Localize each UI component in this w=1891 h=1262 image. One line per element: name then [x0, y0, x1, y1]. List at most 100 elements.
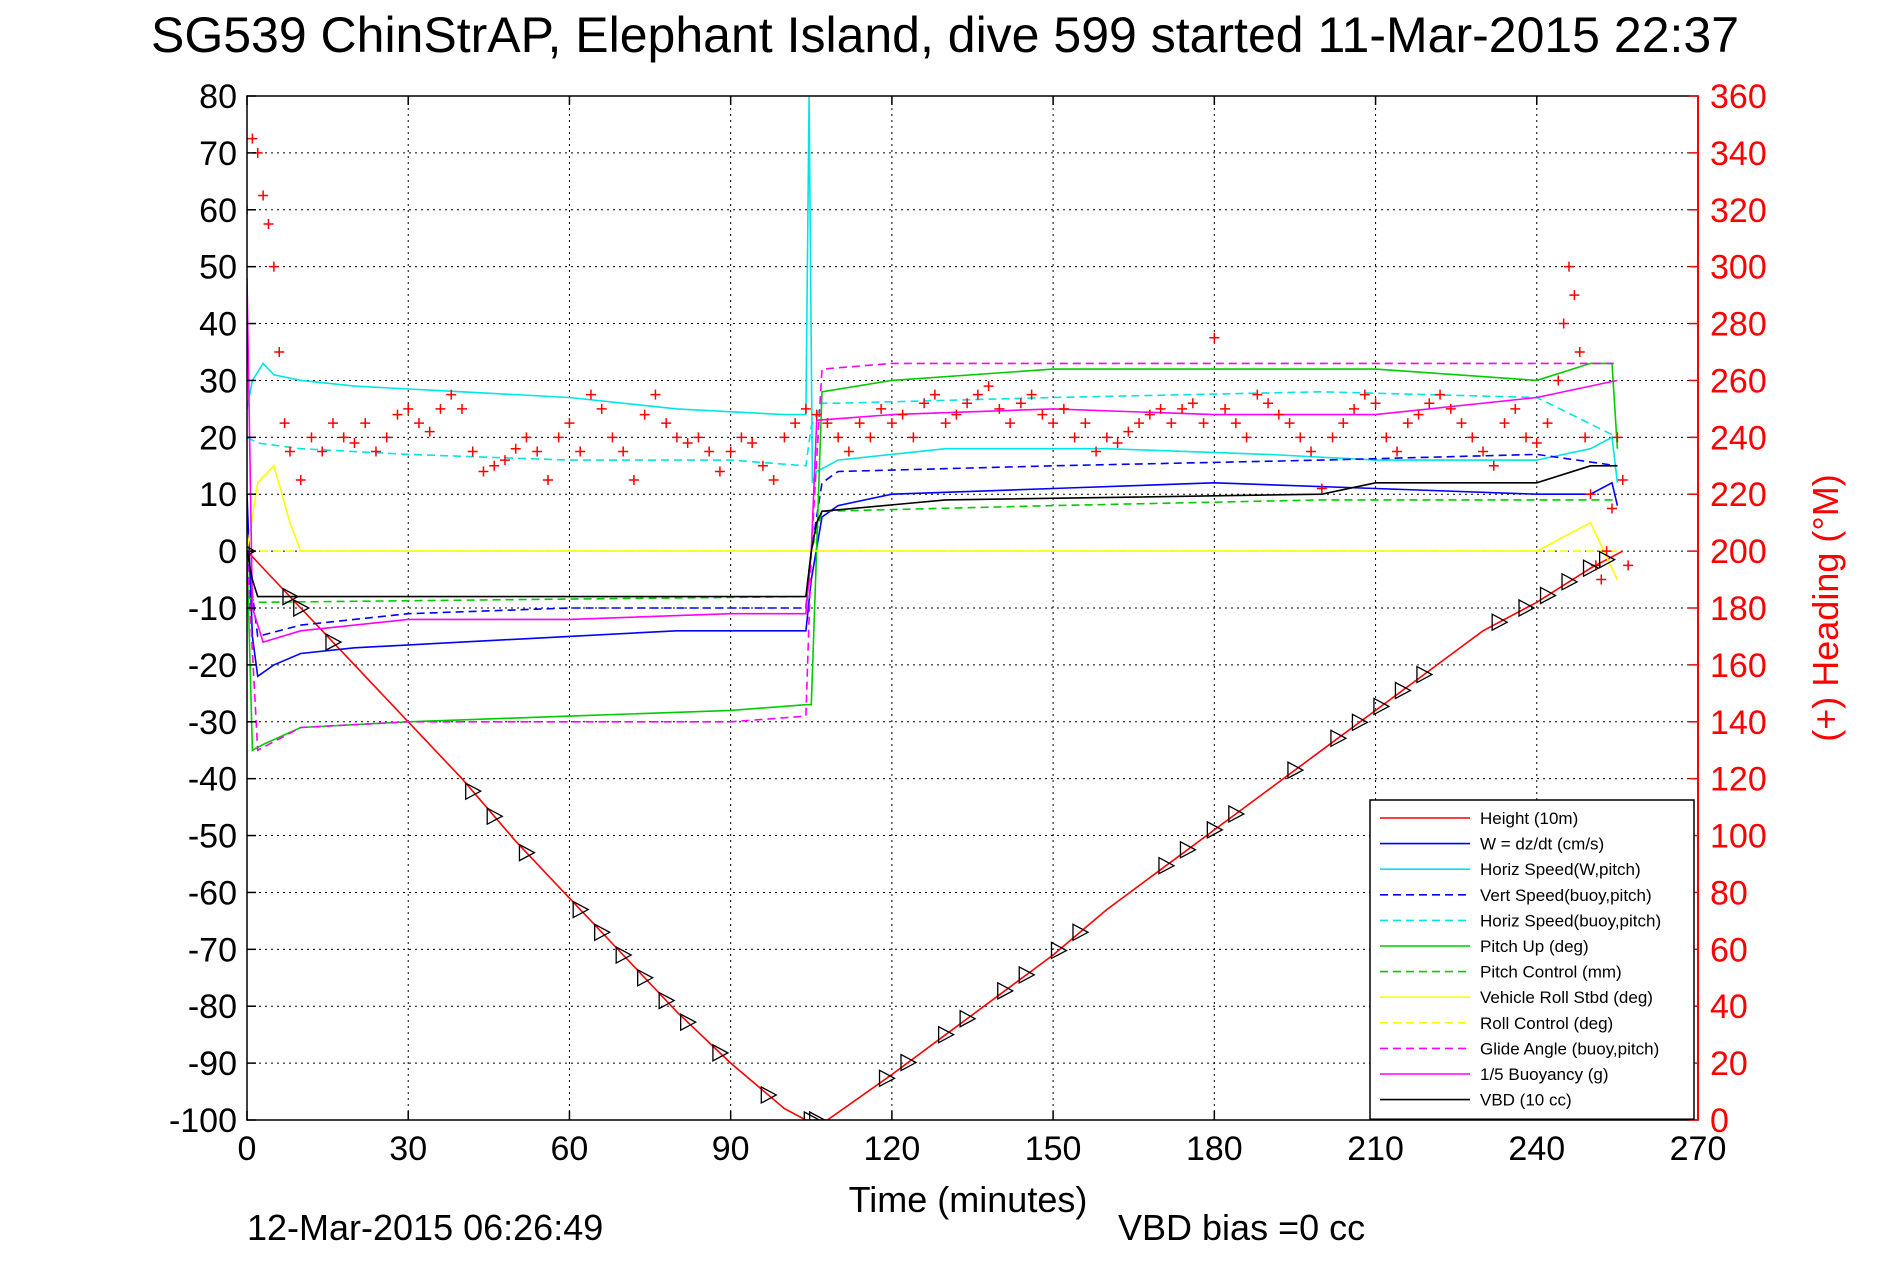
- heading-point: [757, 460, 768, 471]
- x-tick-label: 30: [389, 1130, 427, 1168]
- vbd-marker: [293, 598, 311, 618]
- heading-point: [295, 475, 306, 485]
- heading-point: [1580, 432, 1591, 443]
- y-tick-label: 60: [199, 192, 237, 230]
- heading-point: [279, 418, 290, 429]
- heading-point: [779, 432, 790, 443]
- heading-point: [247, 133, 258, 144]
- heading-point: [596, 403, 607, 414]
- legend-label: Horiz Speed(W,pitch): [1480, 860, 1641, 879]
- heading-point: [263, 219, 274, 229]
- y2-tick-label: 80: [1710, 874, 1748, 912]
- series-layer: [247, 96, 1624, 1120]
- vbd-marker: [572, 900, 590, 919]
- heading-point: [972, 389, 983, 400]
- heading-point: [876, 403, 887, 414]
- heading-point: [435, 403, 446, 414]
- legend-label: VBD (10 cc): [1480, 1091, 1572, 1110]
- heading-point: [1263, 398, 1274, 409]
- heading-point: [1005, 418, 1016, 429]
- footer-vbd-bias: VBD bias =0 cc: [1118, 1207, 1365, 1248]
- footer-timestamp: 12-Mar-2015 06:26:49: [247, 1207, 603, 1248]
- y2-tick-label: 220: [1710, 476, 1767, 514]
- series-line-3: [247, 453, 1618, 638]
- heading-point: [607, 432, 618, 443]
- y-tick-label: -40: [188, 761, 237, 799]
- heading-point: [1612, 432, 1623, 443]
- heading-point: [1026, 389, 1037, 400]
- y-tick-label: -60: [188, 874, 237, 912]
- y-tick-label: -10: [188, 590, 237, 628]
- vbd-marker: [1050, 941, 1068, 960]
- vbd-marker: [997, 981, 1015, 1000]
- heading-point: [1585, 489, 1596, 500]
- heading-point: [1327, 432, 1338, 443]
- heading-point: [1569, 290, 1580, 301]
- y-tick-label: 20: [199, 419, 237, 457]
- vbd-marker: [900, 1053, 918, 1072]
- heading-point: [1531, 438, 1542, 449]
- heading-point: [467, 446, 478, 457]
- x-tick-label: 0: [238, 1130, 257, 1168]
- y2-tick-label: 0: [1710, 1102, 1729, 1140]
- heading-point: [1220, 403, 1231, 414]
- heading-point: [790, 418, 801, 429]
- vbd-marker: [615, 945, 633, 965]
- y2-tick-label: 280: [1710, 306, 1767, 344]
- heading-point: [929, 389, 940, 400]
- legend-label: Glide Angle (buoy,pitch): [1480, 1039, 1659, 1058]
- vbd-marker: [637, 968, 655, 987]
- vbd-marker: [680, 1013, 698, 1032]
- heading-point: [833, 432, 844, 443]
- heading-point: [800, 403, 811, 414]
- heading-point: [1241, 432, 1252, 443]
- y-tick-label: -50: [188, 818, 237, 856]
- y2-tick-label: 200: [1710, 533, 1767, 571]
- heading-point: [284, 446, 295, 457]
- legend-label: Vert Speed(buoy,pitch): [1480, 886, 1652, 905]
- legend-label: Vehicle Roll Stbd (deg): [1480, 988, 1653, 1007]
- heading-point: [854, 418, 865, 429]
- x-axis-ticks: 0 30 60 90 120 150 180 210 240 270: [238, 96, 1726, 1168]
- y2-tick-label: 320: [1710, 192, 1767, 230]
- heading-point: [1209, 332, 1220, 343]
- heading-point: [306, 432, 317, 443]
- heading-point: [1316, 483, 1327, 494]
- series-line-4: [247, 390, 1618, 467]
- heading-point: [1198, 418, 1209, 429]
- heading-point: [532, 446, 543, 457]
- heading-point: [1349, 403, 1360, 414]
- series-line-9: [247, 362, 1618, 752]
- vbd-marker: [1158, 856, 1176, 875]
- legend-label: Pitch Control (mm): [1480, 963, 1622, 982]
- legend: Height (10m) W = dz/dt (cm/s) Horiz Speed(…: [1369, 799, 1695, 1120]
- heading-point: [1574, 347, 1585, 357]
- heading-point: [1058, 403, 1069, 414]
- heading-point: [1338, 418, 1349, 429]
- y-tick-label: 70: [199, 135, 237, 173]
- y-tick-label: -70: [188, 931, 237, 969]
- vbd-marker: [1582, 559, 1600, 578]
- heading-point: [1478, 446, 1489, 457]
- heading-point: [1069, 432, 1080, 443]
- heading-point: [564, 418, 575, 429]
- heading-point: [671, 432, 682, 443]
- heading-point: [714, 466, 725, 477]
- y2-axis-ticks: 0 20 40 60 80 100 120 140 160 180 200 220 240 260 280 3…: [1689, 78, 1767, 1140]
- heading-point: [897, 409, 908, 420]
- heading-point: [1252, 389, 1263, 400]
- vbd-marker: [1539, 586, 1557, 605]
- y-tick-label: -80: [188, 988, 237, 1026]
- series-line-5: [247, 362, 1619, 752]
- x-tick-label: 210: [1347, 1130, 1404, 1168]
- legend-label: Horiz Speed(buoy,pitch): [1480, 911, 1661, 930]
- heading-point: [381, 432, 392, 443]
- heading-point: [456, 403, 467, 414]
- heading-point: [1091, 446, 1102, 457]
- heading-point: [370, 446, 381, 457]
- heading-point: [1015, 398, 1026, 409]
- y-tick-label: 0: [218, 533, 237, 571]
- heading-point: [1623, 560, 1634, 571]
- y-tick-label: 40: [199, 306, 237, 344]
- heading-point: [682, 438, 693, 449]
